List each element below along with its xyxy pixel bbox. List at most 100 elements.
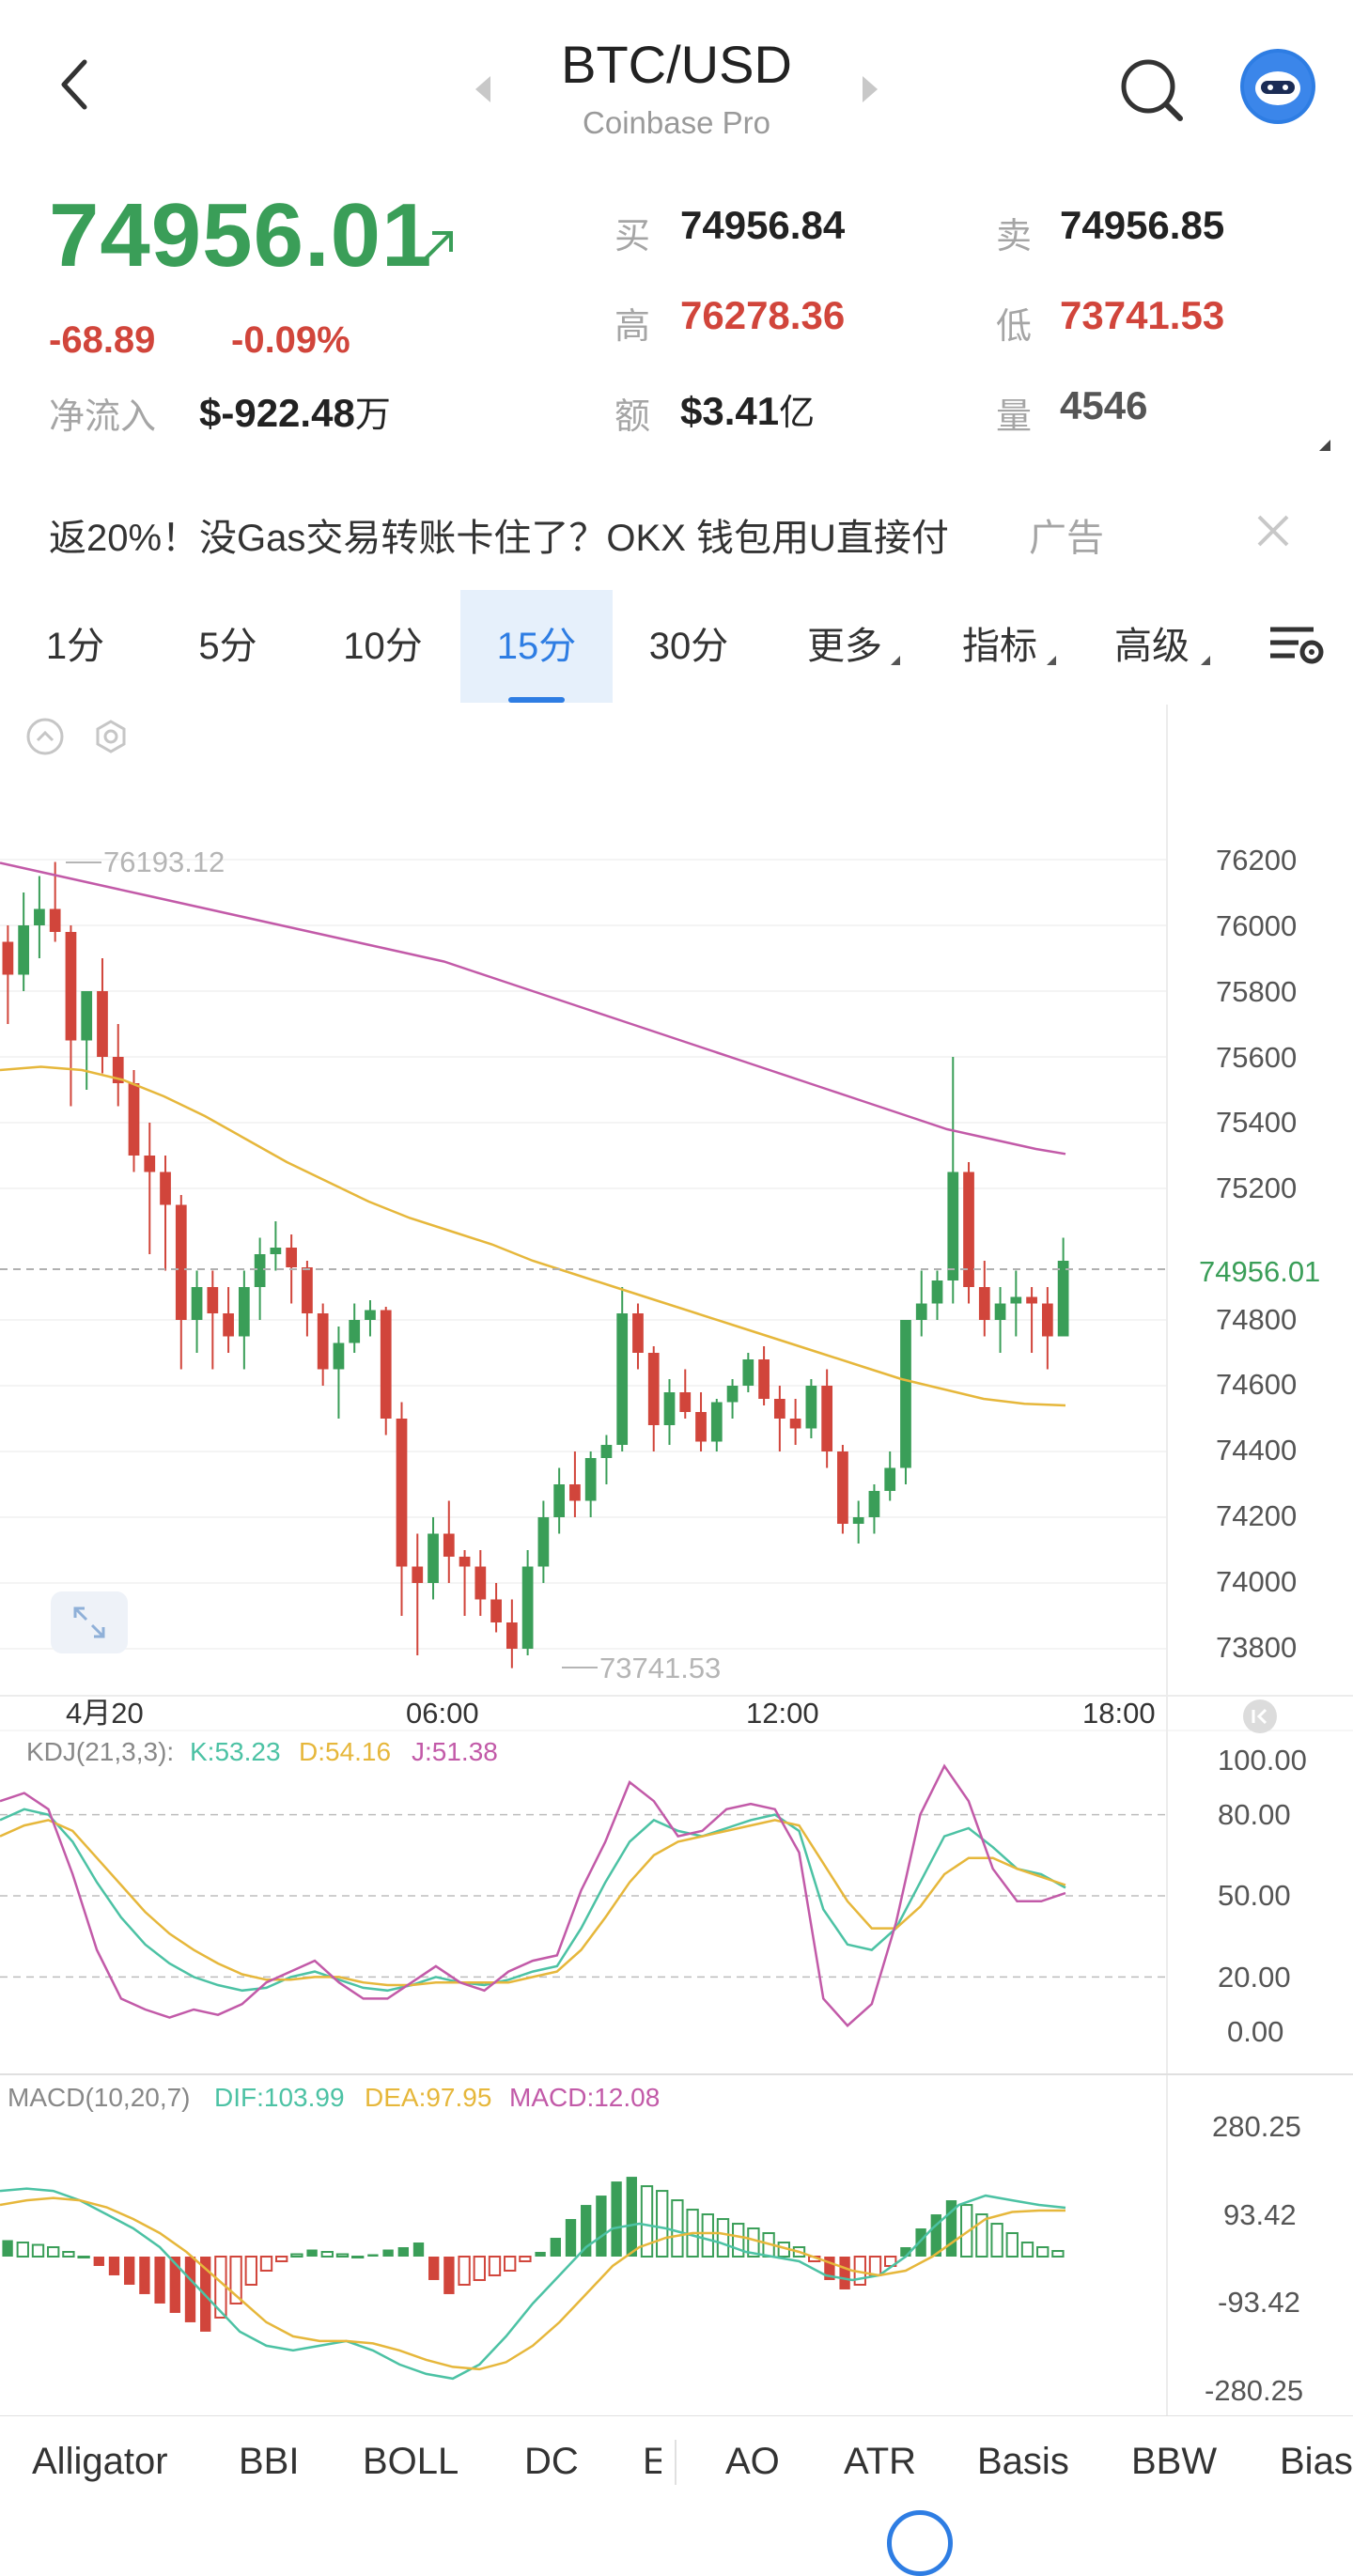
kdj-grid	[0, 1813, 1167, 1979]
macd-bar	[930, 2214, 941, 2257]
chart-area[interactable]: 74956.01 76193.12 73741.53 76200 76000 7…	[0, 705, 1353, 2416]
time-tick: 4月20	[66, 1697, 144, 1730]
current-price-tag-bg	[1169, 1251, 1353, 1291]
candle-body	[81, 991, 93, 1041]
tab-more[interactable]: 更多	[765, 590, 925, 703]
indicator-alligator[interactable]: Alligator	[32, 2441, 168, 2482]
indicator-dc[interactable]: DC	[524, 2441, 579, 2482]
price-tick: 76200	[1216, 844, 1297, 877]
macd-label: MACD(10,20,7)	[8, 2083, 191, 2112]
next-symbol-arrow[interactable]	[851, 66, 889, 113]
candle-body	[160, 1172, 171, 1205]
macd-bar	[428, 2257, 440, 2280]
macd-bar	[229, 2256, 242, 2304]
price-change: -68.89	[49, 319, 156, 361]
expand-corner-icon[interactable]	[1319, 440, 1330, 451]
macd-dif-line	[0, 2187, 1066, 2381]
macd-bar	[47, 2246, 60, 2258]
macd-bar	[184, 2257, 196, 2322]
tab-15m[interactable]: 15分	[460, 590, 613, 703]
collapse-icon[interactable]	[26, 718, 64, 755]
macd-bar	[550, 2238, 561, 2257]
ma-slow-line	[0, 861, 1066, 1156]
candle-body	[837, 1451, 848, 1524]
indicator-divider	[675, 2440, 676, 2485]
net-inflow-value: $-922.48万	[199, 391, 391, 435]
macd-bar	[412, 2242, 425, 2257]
search-button[interactable]	[1114, 53, 1190, 128]
macd-histogram	[2, 2177, 1065, 2332]
candle-body	[569, 1484, 581, 1501]
interval-tabbar: 1分 5分 10分 15分 30分 更多 指标 高级	[0, 590, 1353, 703]
buy-value: 74956.84	[680, 203, 846, 247]
candle-body	[144, 1156, 156, 1172]
prev-symbol-arrow[interactable]	[464, 66, 502, 113]
macd-bar	[519, 2256, 532, 2262]
candle-body	[679, 1392, 692, 1412]
candle-body	[459, 1557, 471, 1567]
tab-1m[interactable]: 1分	[45, 626, 105, 667]
macd-bar	[975, 2213, 988, 2258]
candle-body	[349, 1320, 361, 1343]
close-ad-button[interactable]	[1250, 507, 1297, 554]
candle-body	[49, 908, 61, 932]
candle-body	[868, 1491, 880, 1517]
macd-bar	[990, 2223, 1003, 2258]
macd-bar	[945, 2200, 957, 2257]
macd-bar	[154, 2257, 165, 2304]
indicator-bbi[interactable]: BBI	[239, 2441, 300, 2482]
kdj-tick: 100.00	[1218, 1744, 1307, 1777]
indicator-bias[interactable]: Bias	[1280, 2441, 1353, 2482]
price-change-pct: -0.09%	[231, 319, 350, 361]
avatar[interactable]	[1240, 49, 1315, 124]
macd-bar	[960, 2204, 973, 2258]
chart-settings-button[interactable]	[1250, 590, 1344, 703]
indicator-bbw[interactable]: BBW	[1131, 2441, 1218, 2482]
macd-bar	[443, 2257, 455, 2294]
indicator-e[interactable]: E	[643, 2441, 661, 2482]
tab-5m[interactable]: 5分	[198, 626, 257, 667]
back-button[interactable]	[38, 38, 113, 132]
floating-action-indicator[interactable]	[887, 2510, 953, 2576]
candle-body	[632, 1313, 644, 1353]
sell-label: 卖	[996, 217, 1033, 256]
page-title[interactable]: BTC/USD	[561, 35, 792, 94]
volume-label: 量	[996, 397, 1033, 437]
candle-body	[963, 1172, 974, 1287]
macd-bar	[139, 2257, 150, 2294]
indicator-basis[interactable]: Basis	[977, 2441, 1069, 2482]
time-tick: 06:00	[406, 1697, 479, 1730]
macd-bar	[792, 2246, 806, 2258]
main-chart-grid	[0, 859, 1167, 1650]
price-tick: 74200	[1216, 1499, 1297, 1532]
candle-body	[1026, 1296, 1037, 1304]
tab-advanced[interactable]: 高级	[1075, 590, 1229, 703]
search-icon	[1121, 59, 1183, 121]
scroll-to-start-button[interactable]	[1243, 1699, 1277, 1733]
macd-bar	[351, 2256, 365, 2258]
price-tick: 76000	[1216, 909, 1297, 942]
candle-body	[521, 1566, 534, 1649]
macd-bar	[900, 2247, 911, 2257]
arrow-up-right-icon	[417, 225, 464, 272]
macd-bar	[611, 2181, 622, 2257]
candle-body	[238, 1287, 250, 1337]
macd-bar	[16, 2242, 29, 2258]
ad-banner-text[interactable]: 返20%！没Gas交易转账卡住了？OKX 钱包用U直接付	[49, 518, 949, 559]
indicator-boll[interactable]: BOLL	[363, 2441, 459, 2482]
exchange-name: Coinbase Pro	[583, 105, 770, 140]
macd-bar	[62, 2251, 75, 2258]
candle-body	[191, 1287, 203, 1320]
low-value: 73741.53	[1060, 293, 1225, 337]
tab-30m[interactable]: 30分	[648, 626, 729, 667]
hexagon-settings-icon[interactable]	[96, 720, 126, 753]
fullscreen-button[interactable]	[51, 1591, 128, 1653]
tab-indicators[interactable]: 指标	[925, 590, 1075, 703]
indicator-ao[interactable]: AO	[725, 2441, 780, 2482]
tab-10m[interactable]: 10分	[343, 626, 423, 667]
buy-label: 买	[614, 217, 651, 256]
indicator-atr[interactable]: ATR	[844, 2441, 917, 2482]
price-tick: 75600	[1216, 1041, 1297, 1074]
low-label: 低	[996, 307, 1033, 347]
macd-bar	[504, 2256, 517, 2272]
